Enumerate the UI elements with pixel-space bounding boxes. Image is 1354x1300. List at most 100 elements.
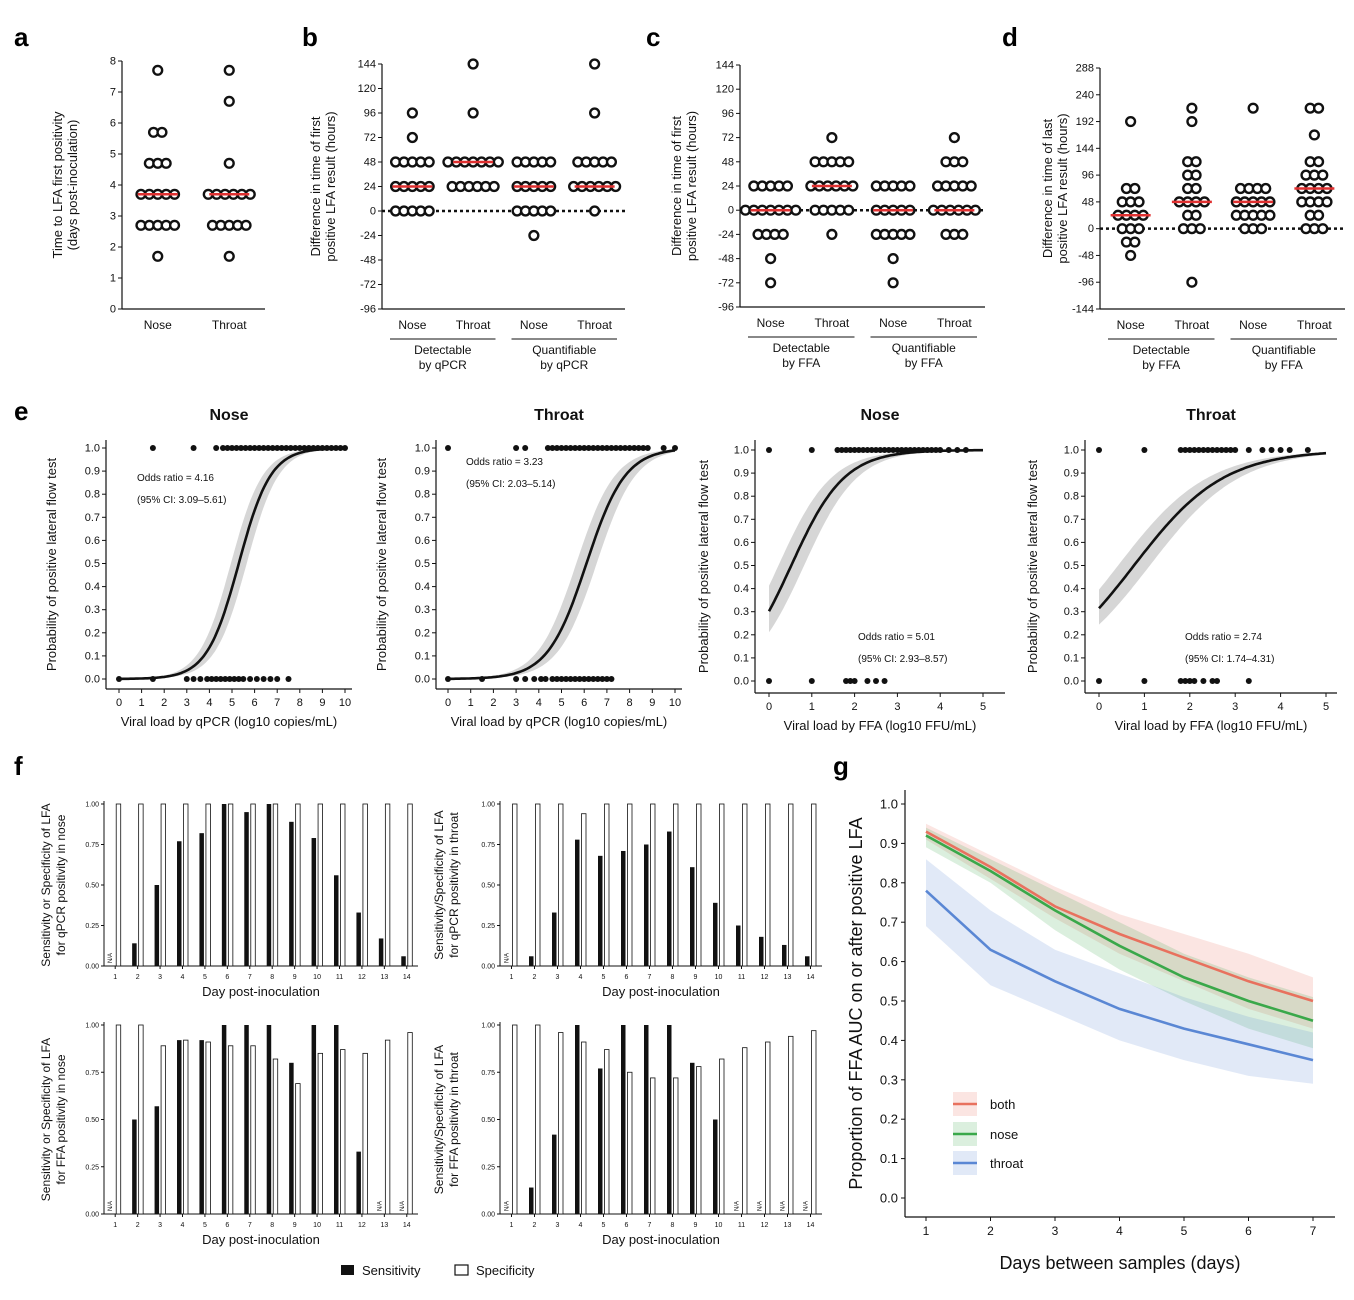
panel-letter-b: b bbox=[302, 22, 318, 52]
data-point bbox=[1317, 169, 1329, 181]
observation-positive bbox=[342, 445, 348, 451]
y-tick-label: 96 bbox=[722, 108, 734, 120]
y-tick-label: 0.50 bbox=[85, 883, 99, 890]
sensitivity-bar bbox=[289, 1062, 294, 1214]
specificity-bar bbox=[604, 1049, 610, 1215]
specificity-bar bbox=[742, 803, 748, 967]
sensitivity-bar bbox=[334, 1025, 339, 1214]
data-point bbox=[406, 131, 418, 144]
y-tick-label: 0.00 bbox=[85, 964, 99, 971]
sensitivity-bar bbox=[598, 1068, 603, 1214]
observation-positive bbox=[902, 447, 909, 453]
y-tick-label: 0.2 bbox=[415, 627, 430, 639]
y-tick-label: 0.6 bbox=[880, 954, 898, 969]
sensitivity-bar bbox=[334, 875, 339, 966]
sensitivity-bar bbox=[199, 833, 204, 966]
observation-negative bbox=[231, 676, 238, 682]
observation-positive bbox=[920, 447, 927, 453]
sensitivity-bar bbox=[690, 1062, 695, 1214]
y-tick-label: 0.4 bbox=[415, 581, 430, 593]
x-axis-label: Days between samples (days) bbox=[999, 1253, 1240, 1273]
group-label: Throat bbox=[1175, 318, 1210, 332]
observation-negative bbox=[542, 676, 549, 682]
y-tick-label: 0.75 bbox=[481, 842, 495, 849]
na-label: N/A bbox=[735, 1201, 741, 1211]
specificity-bar bbox=[604, 803, 610, 967]
y-tick-label: 144 bbox=[716, 60, 734, 72]
observation-positive bbox=[855, 447, 862, 453]
group-bracket-label: Detectable bbox=[773, 341, 831, 355]
observation-positive bbox=[274, 445, 281, 451]
observation-positive bbox=[1182, 447, 1189, 453]
data-point bbox=[777, 228, 789, 241]
observation-positive bbox=[513, 445, 520, 451]
observation-positive bbox=[626, 445, 633, 451]
data-point bbox=[467, 58, 479, 70]
specificity-bar bbox=[183, 803, 189, 967]
sensitivity-bar bbox=[667, 831, 672, 966]
x-tick-label: 10 bbox=[715, 974, 723, 981]
observation-positive bbox=[612, 445, 619, 451]
observation-positive bbox=[238, 445, 245, 451]
observation-negative bbox=[851, 678, 858, 684]
chart-title: Nose bbox=[860, 407, 899, 424]
na-label: N/A bbox=[781, 1201, 787, 1211]
y-tick-label: 48 bbox=[722, 156, 734, 168]
observation-positive bbox=[190, 445, 197, 451]
specificity-bar bbox=[535, 1024, 541, 1215]
specificity-bar bbox=[317, 803, 323, 967]
x-tick-label: 12 bbox=[358, 1222, 366, 1229]
y-axis-label: Difference in time of last bbox=[1040, 119, 1055, 259]
specificity-bar bbox=[650, 1077, 656, 1215]
data-point bbox=[1125, 249, 1137, 262]
sensitivity-bar bbox=[132, 943, 137, 966]
observation-negative bbox=[183, 676, 190, 682]
specificity-bar bbox=[183, 1039, 189, 1215]
x-tick-label: 10 bbox=[715, 1222, 723, 1229]
data-point bbox=[1186, 115, 1198, 128]
observation-positive bbox=[585, 445, 592, 451]
y-tick-label: 0.6 bbox=[85, 535, 100, 547]
observation-positive bbox=[660, 445, 667, 451]
observation-positive bbox=[898, 447, 905, 453]
specificity-bar bbox=[696, 1066, 702, 1215]
y-tick-label: 0.1 bbox=[880, 1151, 898, 1166]
observation-negative bbox=[808, 678, 815, 684]
na-label: N/A bbox=[108, 953, 114, 963]
observation-positive bbox=[1223, 447, 1230, 453]
y-axis-label: Difference in time of first bbox=[308, 116, 323, 256]
observation-positive bbox=[242, 445, 249, 451]
observation-negative bbox=[1186, 678, 1193, 684]
observation-negative bbox=[608, 676, 615, 682]
y-tick-label: 0.75 bbox=[85, 1070, 99, 1077]
specificity-bar bbox=[558, 1032, 564, 1215]
observation-negative bbox=[572, 676, 579, 682]
y-tick-label: 2 bbox=[110, 242, 116, 254]
x-tick-label: 10 bbox=[339, 697, 351, 709]
data-point bbox=[1190, 182, 1202, 195]
y-tick-label: 0.6 bbox=[415, 535, 430, 547]
observation-positive bbox=[907, 447, 914, 453]
observation-positive bbox=[608, 445, 615, 451]
observation-positive bbox=[544, 445, 551, 451]
data-point bbox=[1186, 102, 1198, 114]
x-axis-label: Viral load by qPCR (log10 copies/mL) bbox=[451, 714, 668, 729]
x-tick-label: 5 bbox=[1181, 1224, 1188, 1238]
observation-positive bbox=[287, 445, 294, 451]
specificity-bar bbox=[384, 803, 391, 967]
specificity-bar bbox=[115, 1024, 122, 1215]
observation-negative bbox=[479, 676, 486, 682]
y-tick-label: 0.8 bbox=[880, 875, 898, 890]
y-tick-label: 288 bbox=[1076, 63, 1094, 75]
data-point bbox=[1133, 196, 1145, 208]
observation-negative bbox=[513, 676, 520, 682]
confidence-band bbox=[119, 448, 345, 679]
fitted-curve bbox=[119, 446, 345, 681]
odds-ratio-ci-annotation: (95% CI: 2.93–8.57) bbox=[858, 654, 948, 665]
x-tick-label: 0 bbox=[445, 697, 451, 709]
data-point bbox=[826, 132, 838, 144]
observation-negative bbox=[1245, 678, 1252, 684]
y-tick-label: 1.0 bbox=[880, 797, 898, 812]
y-tick-label: 0.2 bbox=[85, 627, 100, 639]
x-tick-label: 8 bbox=[297, 697, 303, 709]
